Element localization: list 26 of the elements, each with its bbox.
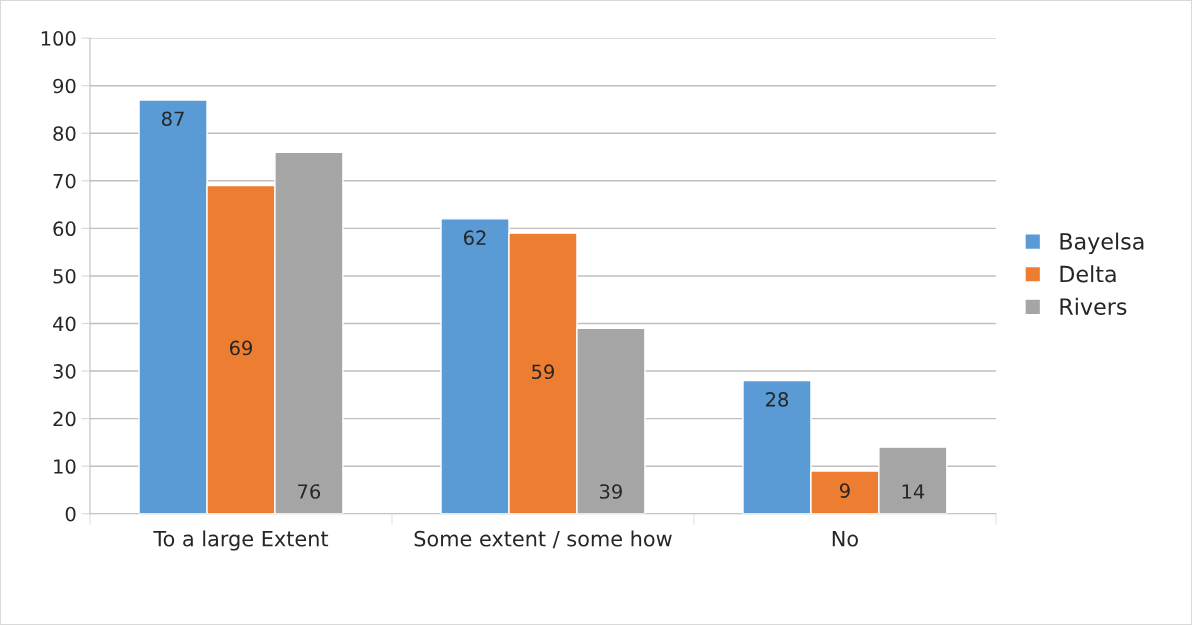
y-tick-label: 20 bbox=[53, 411, 76, 427]
data-label: 14 bbox=[902, 484, 925, 499]
y-tick-label: 60 bbox=[53, 221, 76, 237]
data-label: 59 bbox=[532, 364, 554, 380]
x-tick-label: To a large Extent bbox=[153, 530, 329, 551]
data-label: 39 bbox=[600, 484, 622, 499]
x-tick-label: No bbox=[832, 531, 858, 547]
data-label: 28 bbox=[766, 392, 789, 407]
y-tick-label: 90 bbox=[53, 78, 76, 94]
y-tick-label: 50 bbox=[53, 268, 76, 284]
data-label: 76 bbox=[298, 484, 321, 499]
legend-label: Bayelsa bbox=[1060, 232, 1144, 255]
data-label: 87 bbox=[161, 111, 184, 127]
data-label: 62 bbox=[464, 230, 486, 246]
data-label: 69 bbox=[229, 340, 252, 356]
y-tick-label: 0 bbox=[65, 506, 76, 522]
y-tick-label: 10 bbox=[54, 459, 76, 474]
y-tick-label: 40 bbox=[53, 316, 76, 332]
data-label: 9 bbox=[839, 483, 850, 498]
x-tick-label: Some extent / some how bbox=[414, 530, 672, 549]
y-tick-label: 70 bbox=[53, 173, 76, 189]
y-tick-label: 30 bbox=[53, 364, 76, 379]
y-tick-label: 100 bbox=[41, 31, 76, 46]
legend-label: Delta bbox=[1060, 265, 1116, 283]
legend-label: Rivers bbox=[1060, 297, 1127, 315]
y-tick-label: 80 bbox=[53, 126, 76, 141]
